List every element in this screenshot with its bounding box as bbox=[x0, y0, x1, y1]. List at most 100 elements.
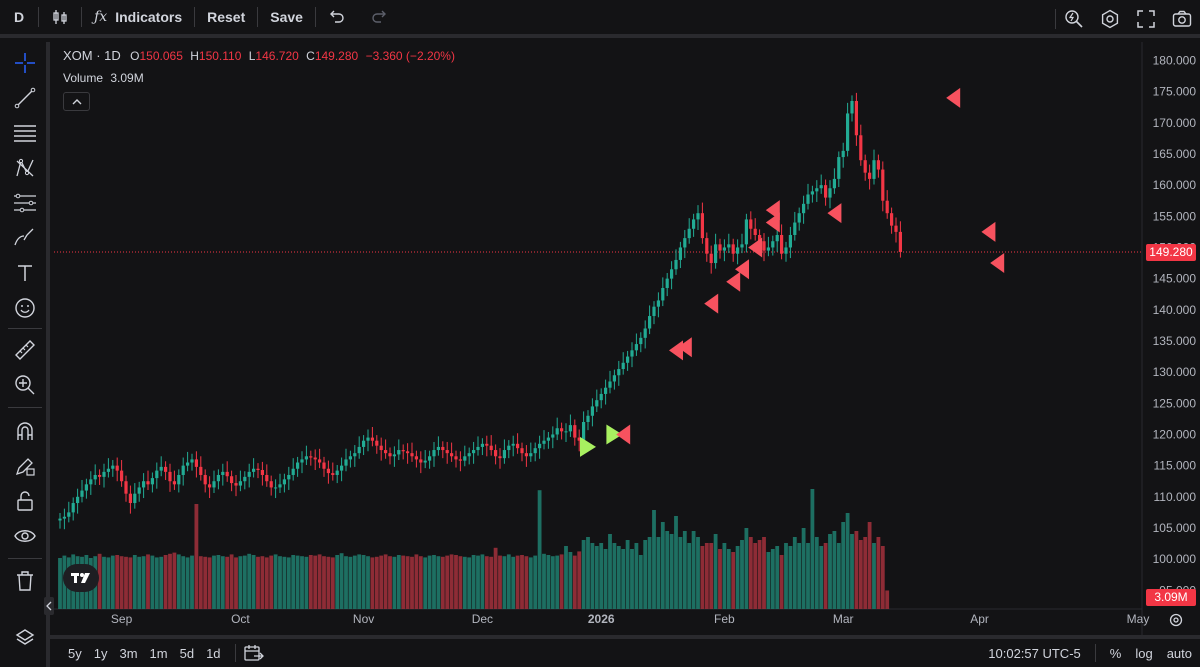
range-5d[interactable]: 5d bbox=[179, 645, 195, 661]
chart-pane[interactable]: 180.000 175.000 170.000 165.000 160.000 155.0… bbox=[54, 42, 1200, 635]
volume-bar bbox=[850, 534, 854, 609]
zoom-tool[interactable] bbox=[9, 369, 41, 401]
object-tree-button[interactable] bbox=[9, 622, 41, 654]
high-label: H bbox=[190, 49, 199, 63]
sell-signal-marker[interactable] bbox=[735, 259, 749, 280]
volume-bar bbox=[220, 556, 225, 609]
goto-date-button[interactable] bbox=[243, 644, 264, 662]
sell-signal-marker[interactable] bbox=[677, 337, 692, 358]
lock-drawings-tool[interactable] bbox=[9, 450, 41, 482]
sell-signal-marker[interactable] bbox=[726, 271, 741, 292]
pattern-tool[interactable] bbox=[9, 152, 41, 184]
trendline-tool[interactable] bbox=[9, 82, 41, 114]
buy-signal-marker[interactable] bbox=[580, 436, 596, 457]
sell-signal-marker[interactable] bbox=[827, 203, 842, 224]
candle-body bbox=[744, 219, 748, 245]
volume-bar bbox=[471, 555, 476, 609]
time-axis: SepOctNovDec2026FebMarAprMayJun bbox=[111, 612, 1149, 626]
undo-button[interactable] bbox=[316, 0, 358, 36]
buy-signal-marker[interactable] bbox=[606, 424, 623, 445]
save-button[interactable]: Save bbox=[258, 0, 315, 36]
settings-button[interactable] bbox=[1092, 0, 1128, 38]
candle-body bbox=[428, 456, 432, 461]
toolbar-divider bbox=[38, 7, 40, 27]
sell-signal-marker[interactable] bbox=[765, 212, 780, 233]
volume-bar bbox=[581, 540, 586, 609]
candle-body bbox=[511, 443, 515, 446]
snapshot-button[interactable] bbox=[1164, 0, 1200, 38]
volume-bar bbox=[247, 553, 252, 609]
price-tick-label: 105.000 bbox=[1153, 521, 1197, 535]
auto-toggle[interactable]: auto bbox=[1166, 645, 1192, 661]
sell-signal-marker[interactable] bbox=[990, 253, 1005, 274]
measure-tool[interactable] bbox=[9, 334, 41, 366]
candle-body bbox=[683, 238, 687, 248]
collapse-sidebar-button[interactable] bbox=[44, 597, 54, 615]
candle-body bbox=[238, 481, 242, 486]
magnet-tool[interactable] bbox=[9, 415, 41, 447]
candle-body bbox=[749, 219, 753, 229]
sell-signal-marker[interactable] bbox=[704, 293, 719, 314]
sell-signal-marker[interactable] bbox=[946, 87, 961, 108]
chart-type-button[interactable] bbox=[39, 0, 81, 36]
candle-body bbox=[133, 493, 137, 504]
candle-body bbox=[384, 450, 388, 454]
volume-bar bbox=[722, 543, 727, 609]
candle-body bbox=[784, 247, 788, 254]
emoji-tool[interactable] bbox=[9, 292, 41, 324]
open-value: 150.065 bbox=[139, 49, 183, 63]
collapse-legend-button[interactable] bbox=[63, 92, 90, 111]
indicators-button[interactable]: ƒx Indicators bbox=[82, 0, 194, 36]
drawing-toolbar bbox=[0, 42, 50, 667]
volume-bar bbox=[344, 556, 348, 609]
candle-body bbox=[498, 456, 502, 459]
horizontal-lines-tool[interactable] bbox=[9, 117, 41, 149]
volume-bar bbox=[445, 555, 450, 609]
percent-toggle[interactable]: % bbox=[1109, 645, 1122, 661]
sell-signal-marker[interactable] bbox=[616, 424, 631, 445]
text-tool[interactable] bbox=[9, 257, 41, 289]
range-5y[interactable]: 5y bbox=[68, 645, 82, 661]
delete-tool[interactable] bbox=[9, 565, 41, 597]
volume-bar bbox=[423, 557, 428, 609]
clock-display[interactable]: 10:02:57 UTC-5 bbox=[988, 645, 1081, 661]
price-chart[interactable]: 180.000 175.000 170.000 165.000 160.000 155.0… bbox=[54, 42, 1200, 635]
volume-bar bbox=[379, 555, 384, 609]
tradingview-logo[interactable] bbox=[63, 564, 99, 592]
axis-settings-button[interactable] bbox=[1166, 610, 1186, 630]
volume-bar bbox=[691, 531, 696, 609]
volume-bar bbox=[550, 556, 555, 609]
sell-signal-marker[interactable] bbox=[669, 340, 683, 361]
redo-button[interactable] bbox=[358, 0, 400, 36]
quick-search-button[interactable] bbox=[1056, 0, 1092, 38]
range-1d[interactable]: 1d bbox=[206, 645, 221, 661]
candle-body bbox=[230, 476, 234, 484]
visibility-tool[interactable] bbox=[9, 520, 41, 552]
candle-body bbox=[441, 446, 445, 451]
volume-bar bbox=[819, 546, 824, 609]
volume-bar bbox=[313, 555, 318, 609]
candle-body bbox=[516, 443, 520, 449]
sell-signal-marker[interactable] bbox=[748, 237, 763, 258]
candle-body bbox=[331, 473, 335, 475]
chevron-up-icon bbox=[72, 99, 81, 105]
range-1y[interactable]: 1y bbox=[93, 645, 108, 661]
crosshair-tool[interactable] bbox=[9, 47, 41, 79]
interval-button[interactable]: D bbox=[0, 0, 38, 36]
brush-tool[interactable] bbox=[9, 222, 41, 254]
last-volume-tag: 3.09M bbox=[1146, 589, 1196, 606]
log-toggle[interactable]: log bbox=[1135, 645, 1153, 661]
range-3m[interactable]: 3m bbox=[119, 645, 138, 661]
range-1m[interactable]: 1m bbox=[149, 645, 168, 661]
symbol-label[interactable]: XOM · 1D bbox=[63, 48, 121, 63]
unlock-tool[interactable] bbox=[9, 485, 41, 517]
volume-bar bbox=[260, 556, 265, 609]
trend-line-icon bbox=[14, 87, 36, 109]
price-tick-label: 155.000 bbox=[1153, 209, 1197, 223]
sell-signal-marker[interactable] bbox=[981, 221, 996, 242]
reset-button[interactable]: Reset bbox=[195, 0, 257, 36]
fib-tool[interactable] bbox=[9, 187, 41, 219]
fullscreen-button[interactable] bbox=[1128, 0, 1164, 38]
candle-body bbox=[621, 362, 625, 370]
volume-bar bbox=[709, 543, 714, 609]
